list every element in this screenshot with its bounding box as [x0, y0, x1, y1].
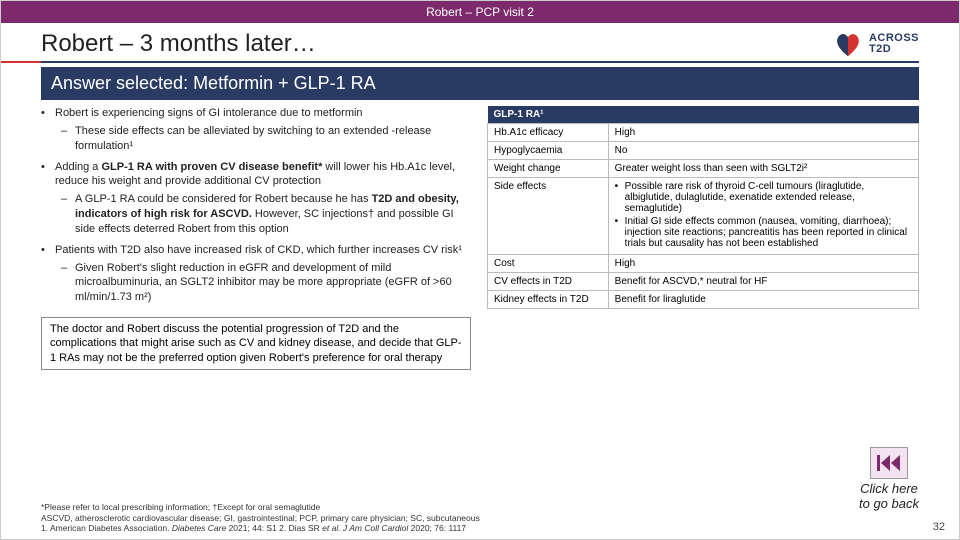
footnotes: *Please refer to local prescribing infor…: [41, 502, 919, 533]
table-key: Kidney effects in T2D: [488, 291, 609, 309]
topbar: Robert – PCP visit 2: [1, 1, 959, 23]
bullet-item: Patients with T2D also have increased ri…: [41, 243, 473, 305]
sub-bullet-item: Given Robert's slight reduction in eGFR …: [55, 261, 473, 306]
table-value: High: [608, 255, 918, 273]
left-column: Robert is experiencing signs of GI intol…: [41, 106, 473, 311]
table-row: Hb.A1c efficacyHigh: [488, 124, 919, 142]
table-row: Kidney effects in T2DBenefit for liraglu…: [488, 291, 919, 309]
side-effect-item: Initial GI side effects common (nausea, …: [615, 216, 912, 249]
table-value: Benefit for liraglutide: [608, 291, 918, 309]
table-key: Hypoglycaemia: [488, 142, 609, 160]
divider: [41, 61, 919, 63]
footnote-1: *Please refer to local prescribing infor…: [41, 502, 919, 512]
glp1-table: GLP-1 RA¹ Hb.A1c efficacyHighHypoglycaem…: [487, 106, 919, 309]
brand-text: ACROSS T2D: [869, 33, 919, 55]
slide-number: 32: [933, 521, 945, 533]
rewind-icon: [870, 447, 908, 479]
table-row: Weight changeGreater weight loss than se…: [488, 160, 919, 178]
table-header: GLP-1 RA¹: [488, 106, 919, 124]
table-value: No: [608, 142, 918, 160]
slide: Robert – PCP visit 2 Robert – 3 months l…: [0, 0, 960, 540]
discussion-box: The doctor and Robert discuss the potent…: [41, 317, 471, 370]
brand-line2: T2D: [869, 44, 919, 55]
sub-bullet-item: These side effects can be alleviated by …: [55, 124, 473, 154]
table-key: CV effects in T2D: [488, 273, 609, 291]
table-key: Hb.A1c efficacy: [488, 124, 609, 142]
back-button[interactable]: Click here to go back: [859, 447, 919, 511]
right-column: GLP-1 RA¹ Hb.A1c efficacyHighHypoglycaem…: [487, 106, 919, 311]
footnote-3: 1. American Diabetes Association. Diabet…: [41, 523, 919, 533]
table-key: Weight change: [488, 160, 609, 178]
table-key: Cost: [488, 255, 609, 273]
table-value: Benefit for ASCVD,* neutral for HF: [608, 273, 918, 291]
brand-logo: ACROSS T2D: [833, 29, 919, 59]
bullet-item: Adding a GLP-1 RA with proven CV disease…: [41, 160, 473, 237]
table-row: HypoglycaemiaNo: [488, 142, 919, 160]
table-row: CostHigh: [488, 255, 919, 273]
table-value: Greater weight loss than seen with SGLT2…: [608, 160, 918, 178]
table-key: Side effects: [488, 178, 609, 255]
back-line1: Click here: [859, 481, 919, 496]
table-value: Possible rare risk of thyroid C-cell tum…: [608, 178, 918, 255]
table-value: High: [608, 124, 918, 142]
sub-bullet-item: A GLP-1 RA could be considered for Rober…: [55, 192, 473, 237]
table-row: CV effects in T2DBenefit for ASCVD,* neu…: [488, 273, 919, 291]
bullet-item: Robert is experiencing signs of GI intol…: [41, 106, 473, 154]
table-row: Side effectsPossible rare risk of thyroi…: [488, 178, 919, 255]
bullet-list: Robert is experiencing signs of GI intol…: [41, 106, 473, 305]
answer-bar: Answer selected: Metformin + GLP-1 RA: [41, 67, 919, 100]
side-effect-item: Possible rare risk of thyroid C-cell tum…: [615, 181, 912, 214]
page-title: Robert – 3 months later…: [41, 30, 316, 58]
footnote-2: ASCVD, atherosclerotic cardiovascular di…: [41, 513, 919, 523]
heart-icon: [833, 29, 863, 59]
header-row: Robert – 3 months later… ACROSS T2D: [1, 23, 959, 61]
topbar-label: Robert – PCP visit 2: [1, 5, 959, 19]
content: Robert is experiencing signs of GI intol…: [1, 106, 959, 311]
